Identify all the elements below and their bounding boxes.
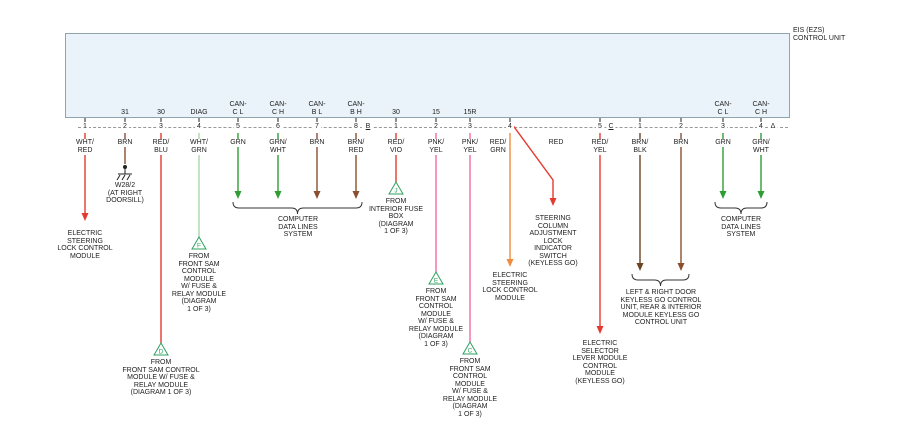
destination-electric-selector-lever: ELECTRIC SELECTOR LEVER MODULE CONTROL M…: [572, 340, 628, 385]
wire-color-label: GRN: [714, 139, 732, 147]
terminal-label: CAN- B L: [308, 101, 326, 116]
pin-number: 1: [392, 122, 400, 131]
wire-color-label: GRN/ WHT: [268, 139, 288, 155]
arrow-down-icon: [549, 198, 557, 206]
terminal-label: CAN- C L: [714, 101, 732, 116]
brace-icon: [631, 273, 690, 287]
connector-letter-c: C: [606, 122, 616, 131]
connector-symbol-delta: Δ: [768, 122, 778, 131]
terminal-label: 15R: [463, 108, 477, 116]
wire-color-label: BRN: [672, 139, 690, 147]
wire-color-label: GRN: [229, 139, 247, 147]
arrow-down-icon: [719, 191, 727, 199]
pin-number: 3: [466, 122, 474, 131]
wire-color-label: BRN/ RED: [346, 139, 366, 155]
pin-number: 3: [157, 122, 165, 131]
ground-point-label: W28/2 (AT RIGHT DOORSILL): [106, 182, 144, 204]
arrow-down-icon: [313, 191, 321, 199]
destination-interior-fuse-box-j: FROM INTERIOR FUSE BOX (DIAGRAM 1 OF 3): [368, 198, 424, 235]
destination-front-sam-d: FROM FRONT SAM CONTROL MODULE W/ FUSE & …: [122, 359, 200, 396]
terminal-label: CAN- C H: [269, 101, 287, 116]
pin-number: 3: [719, 122, 727, 131]
arrow-down-icon: [677, 263, 685, 271]
destination-electric-steering-lock-right: ELECTRIC STEERING LOCK CONTROL MODULE: [482, 272, 538, 302]
pin-number: 8: [352, 122, 360, 131]
wire-color-label: PNK/ YEL: [460, 139, 480, 155]
terminal-label: 31: [121, 108, 129, 116]
pin-number: 4: [757, 122, 765, 131]
wire-color-label: RED/ GRN: [488, 139, 508, 155]
wire-color-label: PNK/ YEL: [426, 139, 446, 155]
arrow-down-icon: [757, 191, 765, 199]
pin-number: 4: [195, 122, 203, 131]
wire-color-label: WHT/ GRN: [189, 139, 209, 155]
terminal-label: DIAG: [190, 108, 208, 116]
arrow-down-icon: [81, 213, 89, 221]
terminal-label: 30: [392, 108, 400, 116]
brace-icon: [232, 201, 363, 215]
wire-color-label: GRN/ WHT: [751, 139, 771, 155]
ground-icon: [116, 165, 132, 181]
pin-number: 2: [432, 122, 440, 131]
destination-front-sam-e: FROM FRONT SAM CONTROL MODULE W/ FUSE & …: [408, 288, 464, 348]
triangle-connector-icon: [428, 271, 444, 285]
triangle-connector-letter: F: [197, 243, 201, 250]
destination-computer-data-lines-left: COMPUTER DATA LINES SYSTEM: [277, 216, 319, 238]
brace-icon: [714, 201, 768, 215]
wire-color-label: BRN/ BLK: [630, 139, 650, 155]
pin-number: 1: [81, 122, 89, 131]
pin-number: 4: [506, 122, 514, 131]
wire-color-label: RED: [547, 139, 565, 147]
destination-front-sam-c: FROM FRONT SAM CONTROL MODULE W/ FUSE & …: [442, 358, 498, 418]
pin-number: 6: [274, 122, 282, 131]
wire-color-label: BRN: [116, 139, 134, 147]
wire-color-label: RED/ VIO: [386, 139, 406, 155]
pin-ticks-icon: [84, 118, 762, 124]
terminal-label: CAN- B H: [347, 101, 365, 116]
pin-number: 2: [677, 122, 685, 131]
destination-electric-steering-lock-left: ELECTRIC STEERING LOCK CONTROL MODULE: [57, 230, 113, 260]
pin-number: 5: [596, 122, 604, 131]
destination-keyless-go-door-units: LEFT & RIGHT DOOR KEYLESS GO CONTROL UNI…: [620, 289, 702, 326]
triangle-connector-icon: [191, 236, 207, 250]
wire-color-label: RED/ YEL: [590, 139, 610, 155]
arrow-down-icon: [596, 326, 604, 334]
arrow-down-icon: [234, 191, 242, 199]
destination-front-sam-f: FROM FRONT SAM CONTROL MODULE W/ FUSE & …: [171, 253, 227, 313]
pin-number: 1: [636, 122, 644, 131]
pin-number: 7: [313, 122, 321, 131]
wire-color-label: BRN: [308, 139, 326, 147]
destination-computer-data-lines-right: COMPUTER DATA LINES SYSTEM: [720, 216, 762, 238]
control-unit-box: [65, 33, 790, 118]
pin-number: 5: [234, 122, 242, 131]
triangle-connector-icon: [388, 181, 404, 195]
terminal-label: 15: [432, 108, 440, 116]
arrow-down-icon: [352, 191, 360, 199]
wire-branch-line: [511, 123, 554, 198]
arrow-down-icon: [274, 191, 282, 199]
terminal-label: CAN- C H: [752, 101, 770, 116]
terminal-label: 30: [157, 108, 165, 116]
control-unit-label: EIS (EZS) CONTROL UNIT: [793, 27, 846, 42]
triangle-connector-letter: C: [468, 348, 473, 355]
terminal-label: CAN- C L: [229, 101, 247, 116]
pin-number: 2: [121, 122, 129, 131]
triangle-connector-icon: [153, 342, 169, 356]
triangle-connector-letter: J: [394, 188, 397, 195]
connector-letter-b: B: [363, 122, 373, 131]
triangle-connector-letter: E: [434, 278, 439, 285]
arrow-down-icon: [506, 259, 514, 267]
destination-steering-column-switch: STEERING COLUMN ADJUSTMENT LOCK INDICATO…: [528, 215, 578, 267]
triangle-connector-icon: [462, 341, 478, 355]
triangle-connector-letter: D: [159, 349, 164, 356]
arrow-down-icon: [636, 263, 644, 271]
wire-color-label: WHT/ RED: [75, 139, 95, 155]
wire-color-label: RED/ BLU: [151, 139, 171, 155]
